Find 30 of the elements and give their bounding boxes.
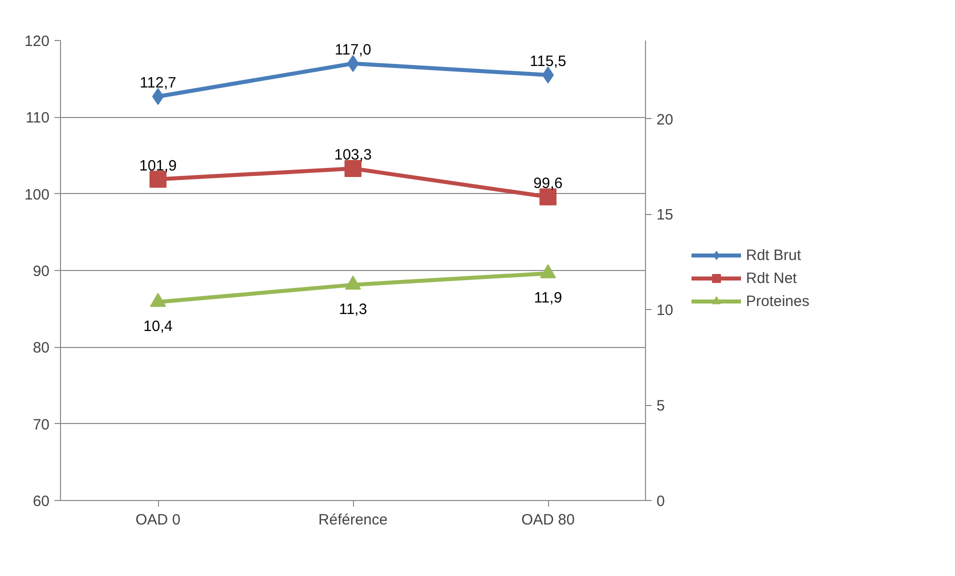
point <box>542 66 554 84</box>
y2-tick-label: 20 <box>656 111 674 128</box>
legend-label: Rdt Net <box>746 270 797 286</box>
y2-tick-label: 0 <box>656 493 665 510</box>
x-tick-label: Référence <box>318 512 388 528</box>
y-tick-label: 80 <box>32 340 50 357</box>
y2-tick-label: 5 <box>656 398 665 415</box>
legend-label: Rdt Brut <box>746 246 802 264</box>
data-label: 101,9 <box>139 157 177 174</box>
x-tick-label: OAD 80 <box>521 512 575 528</box>
y-tick-label: 60 <box>32 493 50 510</box>
y2-tick-label: 10 <box>656 302 674 320</box>
point <box>344 160 362 178</box>
data-label: 112,7 <box>140 74 176 92</box>
data-label: 117,0 <box>334 42 372 58</box>
legend-label: Proteines <box>746 292 810 310</box>
data-label: 11,3 <box>338 300 368 318</box>
y-tick-label: 70 <box>32 416 50 434</box>
y-tick-label: 110 <box>26 110 50 127</box>
data-label: 10,4 <box>143 318 173 335</box>
y-tick-label: 120 <box>24 33 50 50</box>
point <box>347 55 359 72</box>
y-tick-label: 100 <box>24 186 50 204</box>
data-label: 115,5 <box>530 53 566 70</box>
x-tick-label: OAD 0 <box>135 512 181 528</box>
data-label: 11,9 <box>534 289 562 306</box>
y-tick-label: 90 <box>32 263 50 280</box>
data-label: 103,3 <box>334 146 372 164</box>
data-label: 99,6 <box>533 174 563 192</box>
y2-tick-label: 15 <box>656 206 674 224</box>
